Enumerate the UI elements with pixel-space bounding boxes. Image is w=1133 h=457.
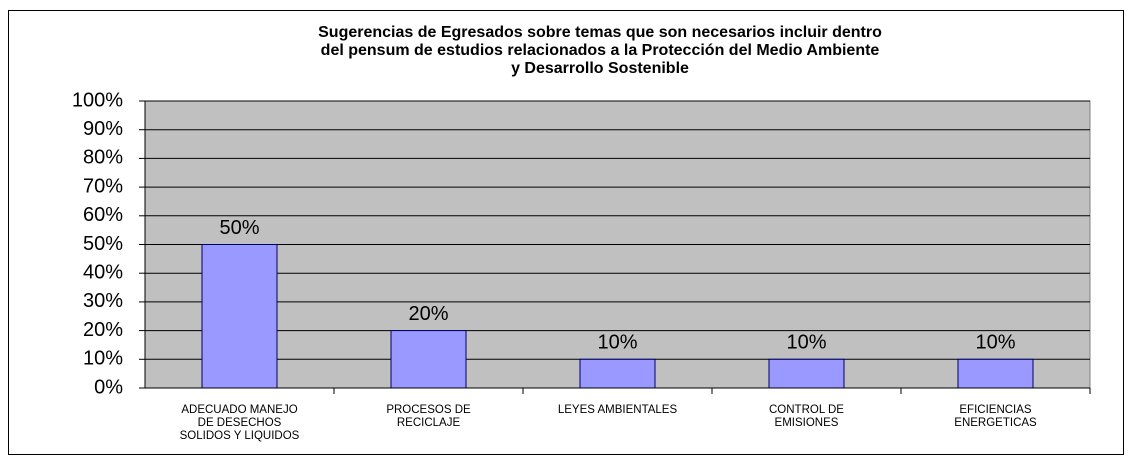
y-tick-label: 10% (83, 348, 123, 370)
y-tick-label: 70% (83, 175, 123, 197)
chart-title: Sugerencias de Egresados sobre temas que… (318, 24, 882, 77)
bar (390, 330, 467, 389)
data-label: 10% (786, 332, 826, 354)
x-tick-label: LEYES AMBIENTALES (557, 404, 678, 416)
bar (201, 244, 278, 389)
data-label: 10% (597, 332, 637, 354)
y-tick-label: 90% (83, 118, 123, 140)
x-tick-label: CONTROL DE EMISIONES (769, 404, 844, 429)
bar (579, 358, 656, 389)
y-tick-label: 20% (83, 319, 123, 341)
x-tick-label: EFICIENCIAS ENERGETICAS (954, 404, 1037, 429)
y-tick-label: 100% (72, 89, 123, 111)
y-tick-label: 80% (83, 147, 123, 169)
y-tick-label: 60% (83, 204, 123, 226)
data-label: 50% (219, 217, 259, 239)
x-tick-label: ADECUADO MANEJO DE DESECHOS SOLIDOS Y LI… (179, 404, 300, 442)
y-tick-label: 0% (94, 376, 123, 398)
bar (768, 358, 845, 389)
data-label: 10% (975, 332, 1015, 354)
bar (957, 358, 1034, 389)
x-tick-label: PROCESOS DE RECICLAJE (386, 404, 471, 429)
data-label: 20% (408, 303, 448, 325)
y-tick-label: 30% (83, 290, 123, 312)
y-tick-label: 40% (83, 261, 123, 283)
y-tick-label: 50% (83, 233, 123, 255)
